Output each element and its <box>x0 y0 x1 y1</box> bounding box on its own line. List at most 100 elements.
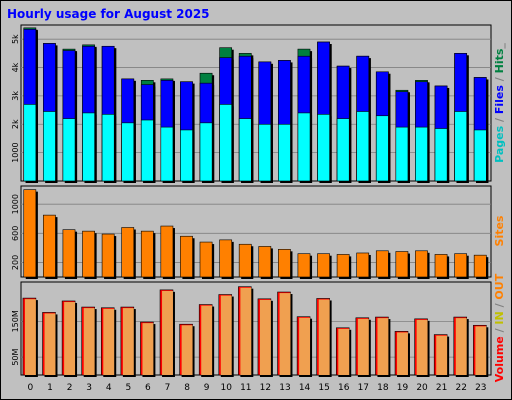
xtick-label: 4 <box>106 383 112 393</box>
in-bar <box>259 299 271 375</box>
side-label-bottom: Volume / IN / OUT <box>493 273 506 382</box>
volume-bars <box>22 286 489 377</box>
xtick-label: 14 <box>299 383 311 393</box>
in-bar <box>44 313 56 375</box>
pages-bar <box>219 104 233 182</box>
in-bar <box>357 318 369 375</box>
sites-ytick-label: 1000 <box>11 194 20 214</box>
sites-bar <box>160 225 174 278</box>
side-label-part: / <box>493 300 506 312</box>
in-bar <box>318 299 330 375</box>
xtick-label: 20 <box>416 383 428 393</box>
volume-panel: 50M 150M <box>11 281 492 377</box>
xtick-label: 6 <box>145 383 151 393</box>
xtick-label: 16 <box>338 383 350 393</box>
xtick-label: 19 <box>397 383 409 393</box>
in-bar <box>142 323 154 375</box>
sites-bar <box>82 230 95 278</box>
pages-bar <box>238 118 252 182</box>
pages-bar <box>258 123 272 182</box>
xtick-label: 2 <box>67 383 73 393</box>
in-bar <box>338 328 350 375</box>
xtick-label: 10 <box>221 383 233 393</box>
in-bar <box>377 318 389 375</box>
pages-bar <box>278 123 291 182</box>
sites-bar <box>434 254 448 278</box>
sites-bar <box>336 254 350 278</box>
pages-bar <box>62 118 76 182</box>
xtick-label: 1 <box>47 383 53 393</box>
xtick-label: 13 <box>279 383 290 393</box>
pages-bar <box>23 104 37 182</box>
xtick-label: 3 <box>86 383 92 393</box>
pages-bar <box>434 128 448 182</box>
in-bar <box>83 308 95 375</box>
pages-bar <box>43 111 56 182</box>
side-label-part: / <box>493 73 506 85</box>
side-label-part: / <box>493 114 506 126</box>
in-bar <box>122 308 134 375</box>
sites-bar <box>43 214 56 278</box>
xtick-label: 12 <box>260 383 271 393</box>
xtick-label: 7 <box>165 383 171 393</box>
xtick-label: 11 <box>240 383 251 393</box>
xtick-label: 23 <box>475 383 486 393</box>
side-label-part: Hits <box>493 48 506 73</box>
sites-bar <box>140 230 154 278</box>
sites-bar <box>278 249 291 278</box>
pages-bar <box>101 114 115 182</box>
xtick-label: 22 <box>456 383 467 393</box>
xtick-label: 9 <box>204 383 210 393</box>
pages-bar <box>454 111 468 182</box>
in-bar <box>397 332 408 375</box>
xtick-label: 0 <box>28 383 34 393</box>
in-bar <box>475 326 487 375</box>
pages-bar <box>160 126 174 182</box>
volume-ytick-label: 50M <box>11 348 20 365</box>
hits-files-pages-ytick-label: 1000 <box>11 142 20 162</box>
sites-panel: 200 600 1000 <box>11 185 492 279</box>
pages-bar <box>336 118 350 182</box>
in-bar <box>416 319 428 375</box>
side-label-part: Sites <box>493 215 506 246</box>
volume-plot-area <box>20 281 492 376</box>
sites-bar <box>297 253 311 278</box>
in-bar <box>240 287 252 375</box>
xtick-label: 21 <box>436 383 447 393</box>
pages-bar <box>180 129 193 182</box>
in-bar <box>201 305 213 375</box>
in-bar <box>436 335 448 375</box>
side-label-part: Volume <box>493 336 506 382</box>
side-label-part: Pages <box>493 125 506 163</box>
xtick-label: 5 <box>125 383 131 393</box>
pages-bar <box>140 119 154 182</box>
sites-ytick-label: 200 <box>11 255 20 270</box>
side-label-part: / <box>493 325 506 337</box>
sites-bar <box>101 233 115 278</box>
side-label-top: Pages / Files / Hits_ <box>493 43 506 163</box>
sites-plot-area <box>20 185 492 278</box>
pages-bar <box>82 112 95 182</box>
hits-files-pages-ytick-label: 5k <box>11 34 20 44</box>
side-label-part: OUT <box>493 273 506 299</box>
pages-bar <box>121 122 135 182</box>
sites-bar <box>356 252 370 278</box>
pages-bar <box>415 126 428 182</box>
sites-bar <box>23 189 37 278</box>
sites-bar <box>415 250 428 278</box>
sites-bar <box>375 250 389 278</box>
in-bar <box>455 318 467 375</box>
sites-bar <box>180 235 193 278</box>
in-bar <box>64 302 76 375</box>
side-label-middle: Sites <box>493 215 506 246</box>
sites-bar <box>121 227 135 278</box>
pages-bar <box>199 122 213 182</box>
sites-bar <box>473 254 487 278</box>
sites-bar <box>395 251 409 278</box>
sites-bar <box>258 246 272 278</box>
in-bar <box>24 299 36 375</box>
sites-bar <box>317 253 330 278</box>
sites-bar <box>238 243 252 278</box>
pages-bar <box>317 114 330 182</box>
